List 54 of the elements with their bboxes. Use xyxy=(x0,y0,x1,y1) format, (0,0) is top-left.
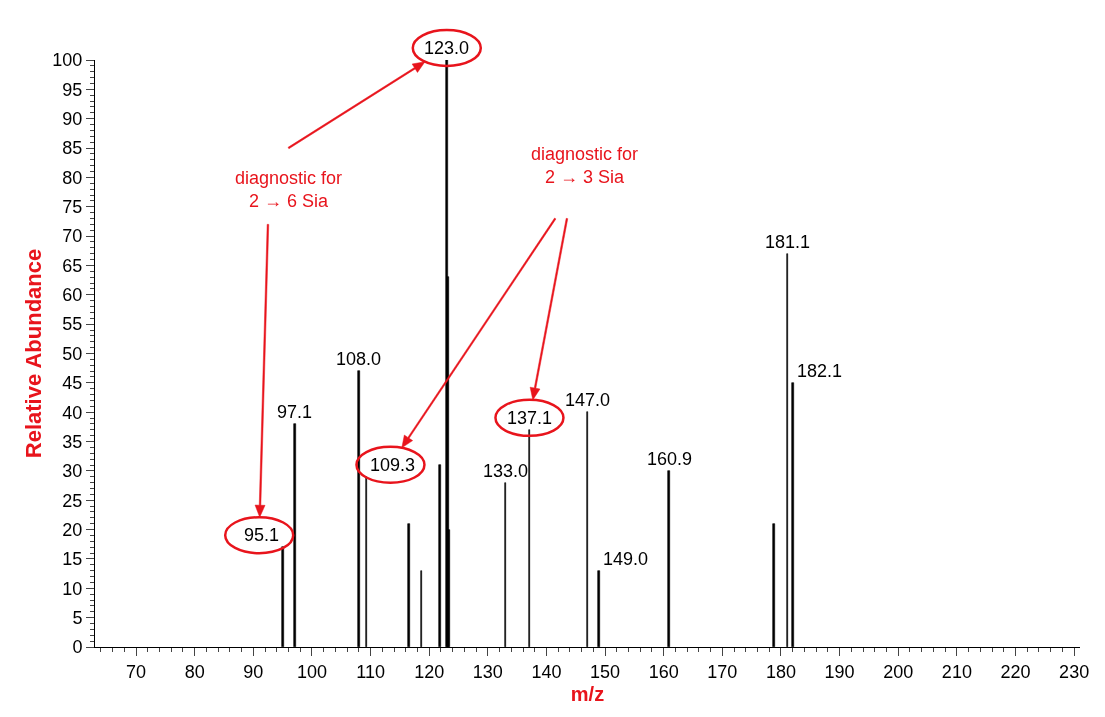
x-tick-label: 200 xyxy=(883,661,914,682)
x-tick-label: 80 xyxy=(184,661,205,682)
annotation: 95.1 xyxy=(244,525,280,545)
annotation: 149.0 xyxy=(603,549,649,569)
x-tick-label: 150 xyxy=(590,661,621,682)
y-tick-label: 15 xyxy=(62,549,83,570)
y-tick-label: 20 xyxy=(62,519,83,540)
y-tick-label: 10 xyxy=(62,578,83,599)
x-tick-label: 140 xyxy=(531,661,562,682)
annotation: 137.1 xyxy=(507,408,553,428)
y-tick-label: 100 xyxy=(52,50,83,71)
annotation: 181.1 xyxy=(765,232,811,252)
annotation: 108.0 xyxy=(336,349,382,369)
x-tick-label: 70 xyxy=(126,661,147,682)
annotation: diagnostic for 2 → 3 Sia xyxy=(531,144,639,188)
y-tick-label: 85 xyxy=(62,138,83,159)
x-tick-label: 110 xyxy=(356,661,385,682)
y-tick-label: 25 xyxy=(62,490,83,511)
annotation: 160.9 xyxy=(647,449,693,469)
y-tick-label: 30 xyxy=(62,461,83,482)
y-tick-label: 35 xyxy=(62,431,83,452)
y-tick-label: 95 xyxy=(62,79,83,100)
y-tick-label: 60 xyxy=(62,285,83,306)
y-tick-label: 70 xyxy=(62,226,83,247)
y-tick-label: 40 xyxy=(62,402,83,423)
annotation: diagnostic for 2 → 6 Sia xyxy=(235,168,343,212)
x-tick-label: 100 xyxy=(296,661,327,682)
y-tick-label: 65 xyxy=(62,255,83,276)
y-tick-label: 50 xyxy=(62,343,83,364)
annotation: 147.0 xyxy=(565,390,611,410)
y-tick-label: 80 xyxy=(62,167,83,188)
x-tick-label: 190 xyxy=(824,661,855,682)
annotation: 97.1 xyxy=(277,402,313,422)
x-tick-label: 90 xyxy=(243,661,264,682)
y-tick-label: 0 xyxy=(72,637,83,658)
x-tick-label: 180 xyxy=(765,661,796,682)
x-tick-label: 230 xyxy=(1059,661,1090,682)
x-tick-label: 120 xyxy=(414,661,445,682)
y-tick-label: 45 xyxy=(62,373,83,394)
y-tick-label: 75 xyxy=(62,197,83,218)
annotation: 182.1 xyxy=(797,361,843,381)
y-tick-label: 5 xyxy=(72,607,83,628)
y-tick-label: 55 xyxy=(62,314,83,335)
x-tick-label: 210 xyxy=(941,661,972,682)
annotation: 109.3 xyxy=(370,455,416,475)
y-axis-title: Relative Abundance xyxy=(21,248,47,459)
y-tick-label: 90 xyxy=(62,109,83,129)
x-tick-label: 130 xyxy=(472,661,503,682)
x-tick-label: 220 xyxy=(1000,661,1031,682)
x-tick-label: 170 xyxy=(707,661,738,682)
annotation: 123.0 xyxy=(424,38,470,58)
x-tick-label: 160 xyxy=(648,661,679,682)
annotation: 133.0 xyxy=(483,461,529,481)
x-axis-title: m/z xyxy=(570,683,605,706)
